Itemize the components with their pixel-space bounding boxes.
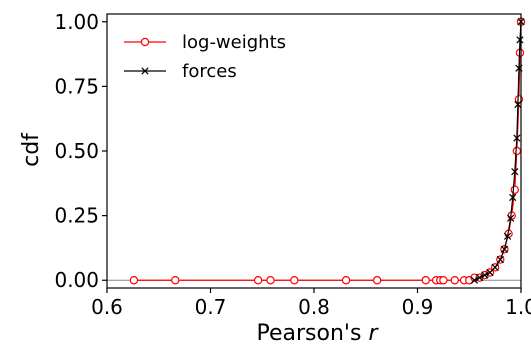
data-point (510, 185, 519, 194)
x-tick-label: 1.0 (505, 295, 531, 319)
series-layer (129, 17, 526, 285)
x-axis-label: Pearson's r (257, 321, 380, 346)
data-point (450, 276, 459, 285)
series-line (474, 21, 522, 281)
data-point (500, 245, 509, 253)
legend: log-weights forces (124, 32, 286, 82)
data-point (290, 276, 299, 285)
data-point (439, 276, 448, 285)
legend-label: log-weights (182, 32, 286, 53)
y-tick-label: 0.75 (54, 74, 99, 98)
x-tick-label: 0.9 (402, 295, 434, 319)
data-point (266, 276, 275, 285)
data-point (491, 263, 499, 271)
data-point (470, 276, 479, 284)
y-tick-label: 0.00 (54, 268, 99, 292)
plot-frame (106, 13, 522, 289)
data-point (475, 274, 484, 282)
y-tick-label: 0.25 (54, 204, 99, 228)
data-point (341, 276, 351, 285)
series-forces (470, 18, 525, 284)
y-axis-label: cdf (19, 132, 44, 167)
x-tick-label: 0.8 (298, 295, 330, 319)
ticks: 0.6 0.7 0.8 0.9 1.0 0.00 0.25 0.50 0.75 1.00 (54, 10, 531, 319)
data-point (516, 36, 524, 44)
data-point (421, 276, 430, 285)
data-point (481, 271, 489, 279)
data-point (514, 100, 522, 109)
legend-marker (140, 37, 150, 47)
data-point (372, 276, 382, 285)
data-point (513, 134, 521, 142)
data-point (171, 276, 180, 285)
data-point (496, 255, 504, 264)
x-tick-label: 0.6 (91, 295, 123, 319)
y-tick-label: 1.00 (54, 10, 99, 34)
data-point (509, 193, 517, 202)
data-point (253, 276, 263, 285)
data-point (129, 276, 139, 285)
series-log-weights (129, 17, 526, 285)
legend-item-forces: forces (124, 61, 237, 82)
data-point (512, 146, 522, 156)
y-tick-label: 0.50 (54, 139, 99, 163)
data-point (503, 232, 512, 240)
axes (106, 13, 522, 289)
data-point (507, 214, 515, 222)
data-point (511, 168, 519, 176)
x-tick-label: 0.7 (195, 295, 227, 319)
legend-label: forces (182, 61, 237, 82)
legend-marker (141, 67, 149, 75)
legend-item-log-weights: log-weights (124, 32, 286, 53)
